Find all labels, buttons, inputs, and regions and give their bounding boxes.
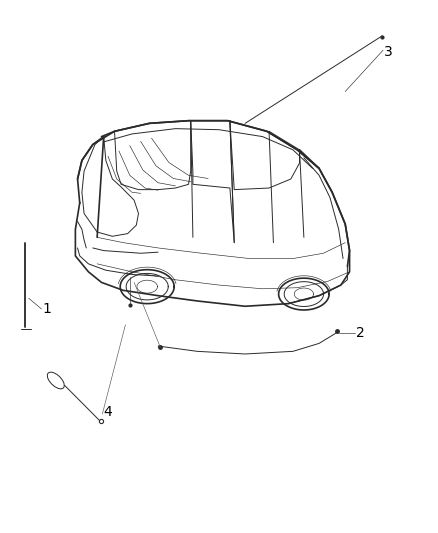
Text: 4: 4 xyxy=(104,405,113,419)
Text: 2: 2 xyxy=(356,326,365,340)
Ellipse shape xyxy=(47,372,64,389)
Text: 1: 1 xyxy=(43,302,52,316)
Text: 3: 3 xyxy=(385,45,393,59)
